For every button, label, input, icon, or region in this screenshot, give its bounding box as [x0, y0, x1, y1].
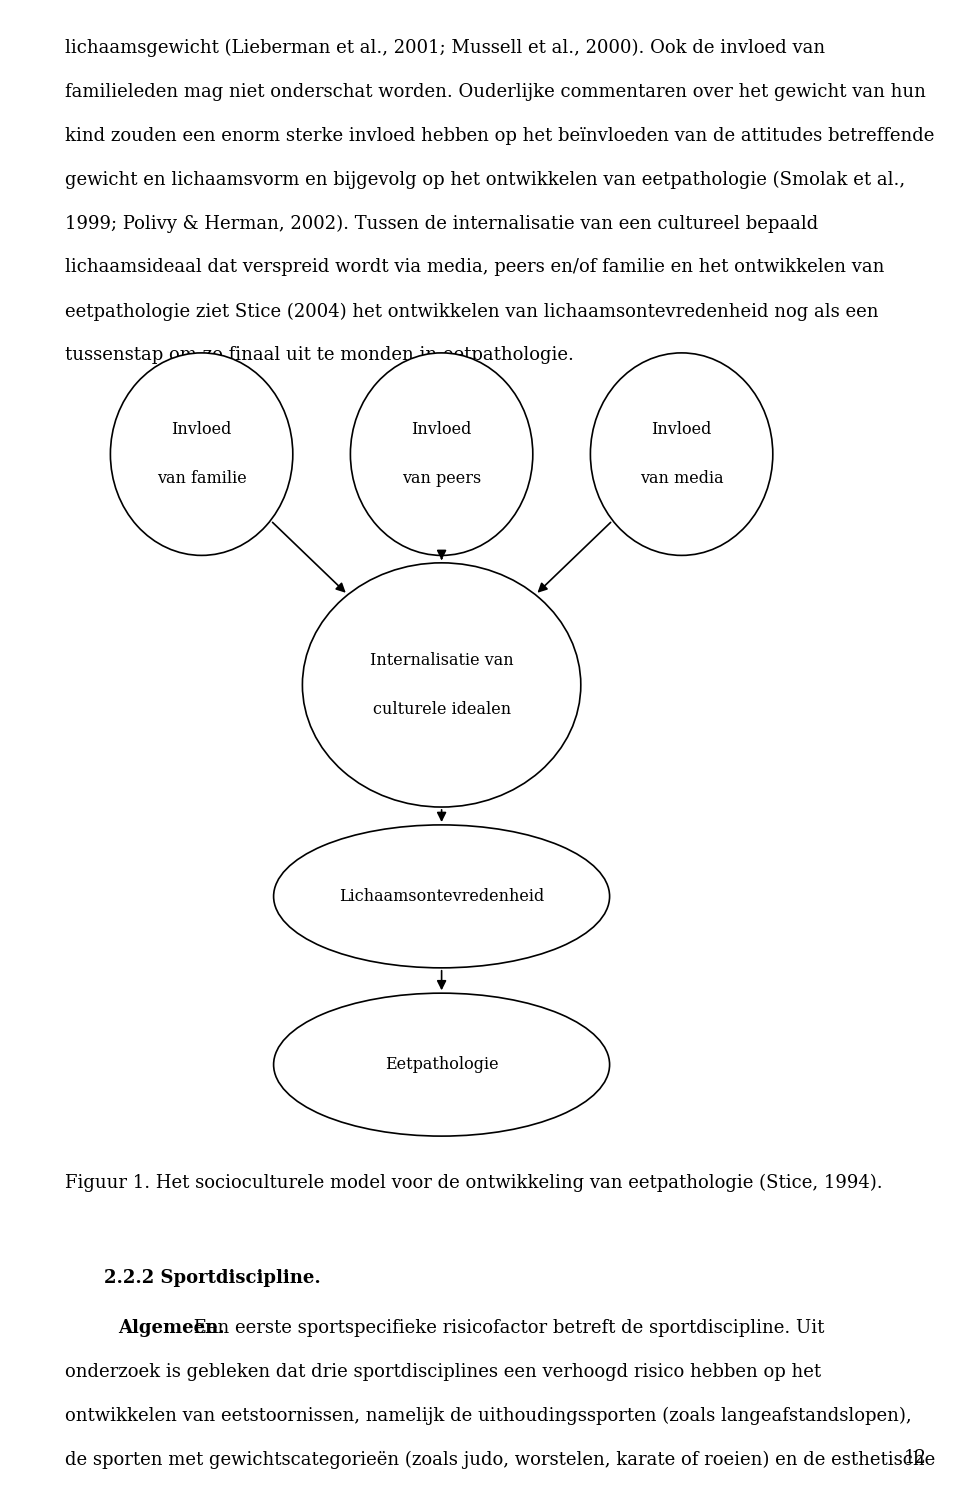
Ellipse shape — [274, 993, 610, 1136]
Text: Figuur 1. Het socioculturele model voor de ontwikkeling van eetpathologie (Stice: Figuur 1. Het socioculturele model voor … — [65, 1173, 883, 1191]
Text: Algemeen.: Algemeen. — [118, 1319, 225, 1337]
Text: de sporten met gewichtscategorieën (zoals judo, worstelen, karate of roeien) en : de sporten met gewichtscategorieën (zoal… — [65, 1450, 936, 1470]
Text: Invloed

van peers: Invloed van peers — [402, 421, 481, 487]
Text: Lichaamsontevredenheid: Lichaamsontevredenheid — [339, 887, 544, 905]
Text: ontwikkelen van eetstoornissen, namelijk de uithoudingssporten (zoals langeafsta: ontwikkelen van eetstoornissen, namelijk… — [65, 1407, 912, 1425]
Text: 2.2.2 Sportdiscipline.: 2.2.2 Sportdiscipline. — [104, 1269, 321, 1286]
Text: Invloed

van media: Invloed van media — [639, 421, 724, 487]
Ellipse shape — [274, 825, 610, 968]
Text: 1999; Polivy & Herman, 2002). Tussen de internalisatie van een cultureel bepaald: 1999; Polivy & Herman, 2002). Tussen de … — [65, 214, 819, 232]
Text: Een eerste sportspecifieke risicofactor betreft de sportdiscipline. Uit: Een eerste sportspecifieke risicofactor … — [188, 1319, 825, 1337]
Ellipse shape — [302, 563, 581, 807]
Text: Eetpathologie: Eetpathologie — [385, 1056, 498, 1074]
Ellipse shape — [350, 353, 533, 555]
Text: lichaamsgewicht (Lieberman et al., 2001; Mussell et al., 2000). Ook de invloed v: lichaamsgewicht (Lieberman et al., 2001;… — [65, 39, 826, 57]
Text: onderzoek is gebleken dat drie sportdisciplines een verhoogd risico hebben op he: onderzoek is gebleken dat drie sportdisc… — [65, 1362, 822, 1382]
Text: lichaamsideaal dat verspreid wordt via media, peers en/of familie en het ontwikk: lichaamsideaal dat verspreid wordt via m… — [65, 259, 885, 277]
Text: eetpathologie ziet Stice (2004) het ontwikkelen van lichaamsontevredenheid nog a: eetpathologie ziet Stice (2004) het ontw… — [65, 302, 878, 320]
Text: Invloed

van familie: Invloed van familie — [156, 421, 247, 487]
Ellipse shape — [110, 353, 293, 555]
Text: Internalisatie van

culturele idealen: Internalisatie van culturele idealen — [370, 652, 514, 718]
Text: tussenstap om zo finaal uit te monden in eetpathologie.: tussenstap om zo finaal uit te monden in… — [65, 347, 574, 365]
Ellipse shape — [590, 353, 773, 555]
Text: familieleden mag niet onderschat worden. Ouderlijke commentaren over het gewicht: familieleden mag niet onderschat worden.… — [65, 82, 926, 101]
Text: kind zouden een enorm sterke invloed hebben op het beïnvloeden van de attitudes : kind zouden een enorm sterke invloed heb… — [65, 127, 935, 144]
Text: 12: 12 — [903, 1449, 926, 1467]
Text: gewicht en lichaamsvorm en bijgevolg op het ontwikkelen van eetpathologie (Smola: gewicht en lichaamsvorm en bijgevolg op … — [65, 171, 905, 189]
